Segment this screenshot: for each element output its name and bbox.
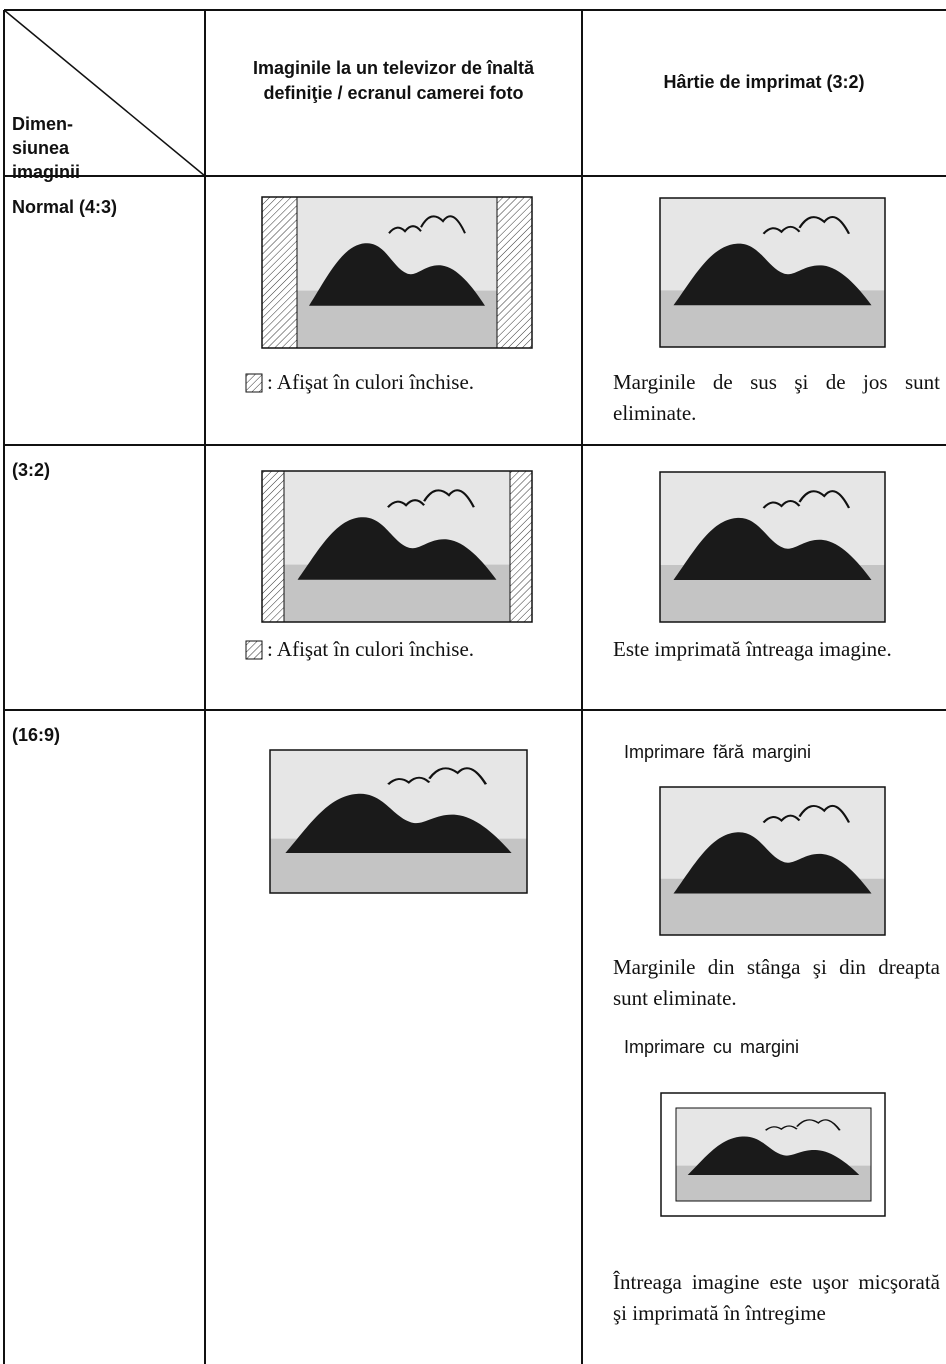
screen-note: : Afişat în culori închise. [267,370,475,394]
corner-line: siunea [12,138,70,158]
screen-note: : Afişat în culori închise. [267,637,475,661]
header-line: Imaginile la un televizor de înaltă [252,58,535,78]
section-heading: Imprimare fără margini [624,742,812,762]
row-label: Normal (4:3) [12,197,118,217]
corner-label: Dimen- siunea imaginii [12,112,80,184]
row-label: (3:2) [12,460,51,480]
row-label: (16:9) [12,725,61,745]
corner-line: imaginii [12,162,81,182]
column-header: Hârtie de imprimat (3:2) [663,72,865,92]
header-line: definiţie / ecranul camerei foto [263,83,524,103]
section-heading: Imprimare cu margini [624,1037,800,1057]
corner-line: Dimen- [12,114,74,134]
column-header: Imaginile la un televizor de înaltă defi… [205,56,582,106]
print-note: Marginile din stânga şi din dreapta sunt… [613,955,940,1010]
print-note: Este imprimată întreaga imagine. [613,637,892,661]
print-note: Întreaga imagine este uşor micşorată şi … [613,1270,940,1325]
print-note: Marginile de sus şi de jos sunt eliminat… [613,370,940,425]
